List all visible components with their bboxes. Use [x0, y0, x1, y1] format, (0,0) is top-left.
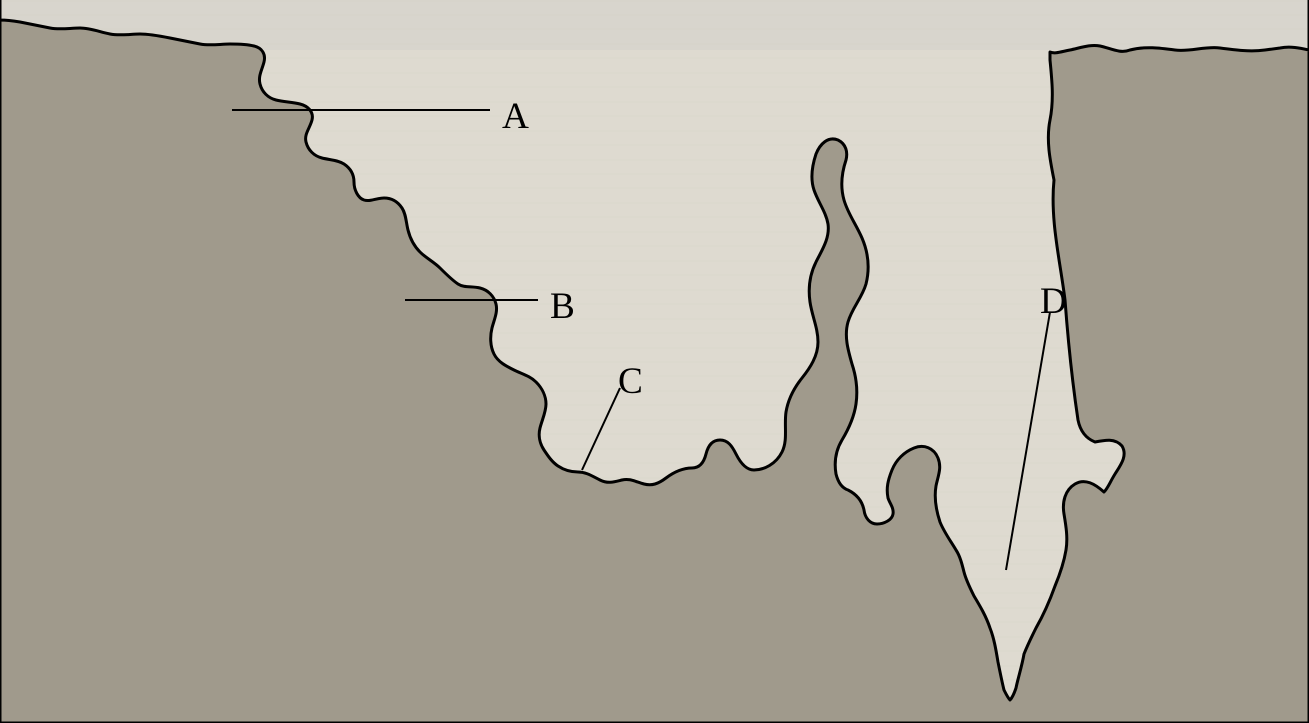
label-a: A	[502, 95, 529, 138]
label-c: C	[618, 360, 643, 403]
label-d: D	[1040, 280, 1067, 323]
label-b: B	[550, 285, 575, 328]
diagram-container: A B C D	[0, 0, 1309, 723]
ocean-floor-diagram	[0, 0, 1309, 723]
